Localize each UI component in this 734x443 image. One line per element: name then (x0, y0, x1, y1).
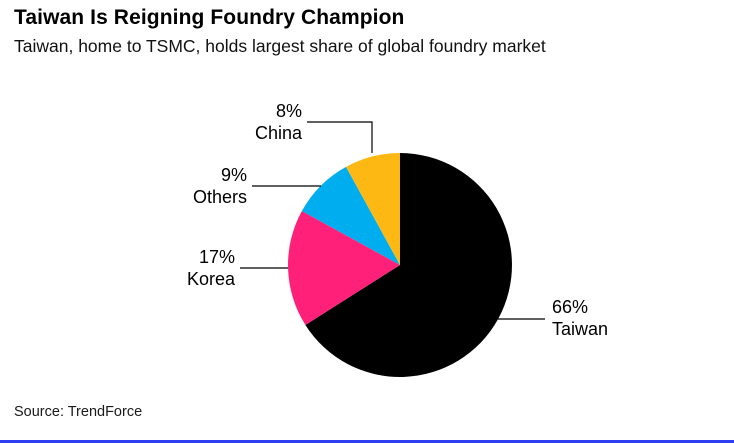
bottom-divider (0, 440, 734, 443)
pie-slice-taiwan (305, 153, 512, 378)
pie-slice-others (301, 166, 400, 265)
callout-korea: 17% Korea (187, 246, 235, 290)
callout-china-label: China (254, 123, 302, 143)
leader-line-china (307, 121, 373, 153)
pie-slice-korea (287, 211, 400, 325)
chart-subtitle: Taiwan, home to TSMC, holds largest shar… (14, 36, 546, 56)
callout-others-label: Others (192, 187, 247, 207)
callout-others-percent: 9% (220, 165, 247, 185)
source-note: Source: TrendForce (14, 404, 143, 420)
callout-korea-percent: 17% (198, 247, 235, 267)
callout-others: 9% Others (193, 164, 247, 208)
callout-taiwan: 66% Taiwan (552, 296, 608, 340)
callout-taiwan-label: Taiwan (552, 319, 609, 339)
chart-title: Taiwan Is Reigning Foundry Champion (14, 6, 405, 29)
callout-korea-label: Korea (186, 269, 235, 289)
callout-taiwan-percent: 66% (552, 297, 589, 317)
callout-china: 8% China (255, 100, 302, 144)
pie-slice-china (346, 153, 400, 265)
callout-china-percent: 8% (275, 101, 302, 121)
